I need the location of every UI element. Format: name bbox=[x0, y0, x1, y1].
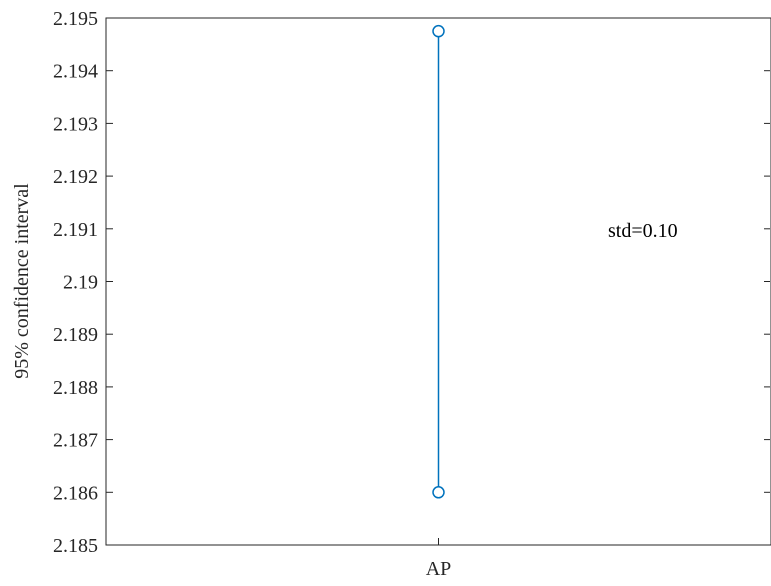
std-annotation: std=0.10 bbox=[608, 220, 678, 242]
y-tick-label: 2.189 bbox=[53, 324, 98, 346]
y-tick-label: 2.193 bbox=[53, 113, 98, 135]
x-tick-label: AP bbox=[426, 558, 452, 580]
y-tick-label: 2.192 bbox=[53, 166, 98, 188]
y-tick-label: 2.194 bbox=[53, 61, 98, 83]
upper-bound-marker bbox=[432, 24, 445, 38]
y-tick-label: 2.188 bbox=[53, 377, 98, 399]
y-tick-label: 2.185 bbox=[53, 535, 98, 557]
y-tick-label: 2.191 bbox=[53, 219, 98, 241]
y-axis-label: 95% confidence interval bbox=[11, 183, 33, 379]
y-tick-label: 2.187 bbox=[53, 430, 98, 452]
chart-marks bbox=[432, 24, 445, 499]
x-axis-ticks: AP bbox=[426, 538, 452, 580]
y-tick-label: 2.186 bbox=[53, 482, 98, 504]
lower-bound-marker bbox=[432, 486, 445, 499]
y-tick-label: 2.19 bbox=[63, 272, 98, 294]
y-tick-label: 2.195 bbox=[53, 8, 98, 30]
y-axis-ticks: 2.185 2.186 2.187 2.188 2.189 2.19 2.191 2.192 2… bbox=[53, 8, 770, 557]
